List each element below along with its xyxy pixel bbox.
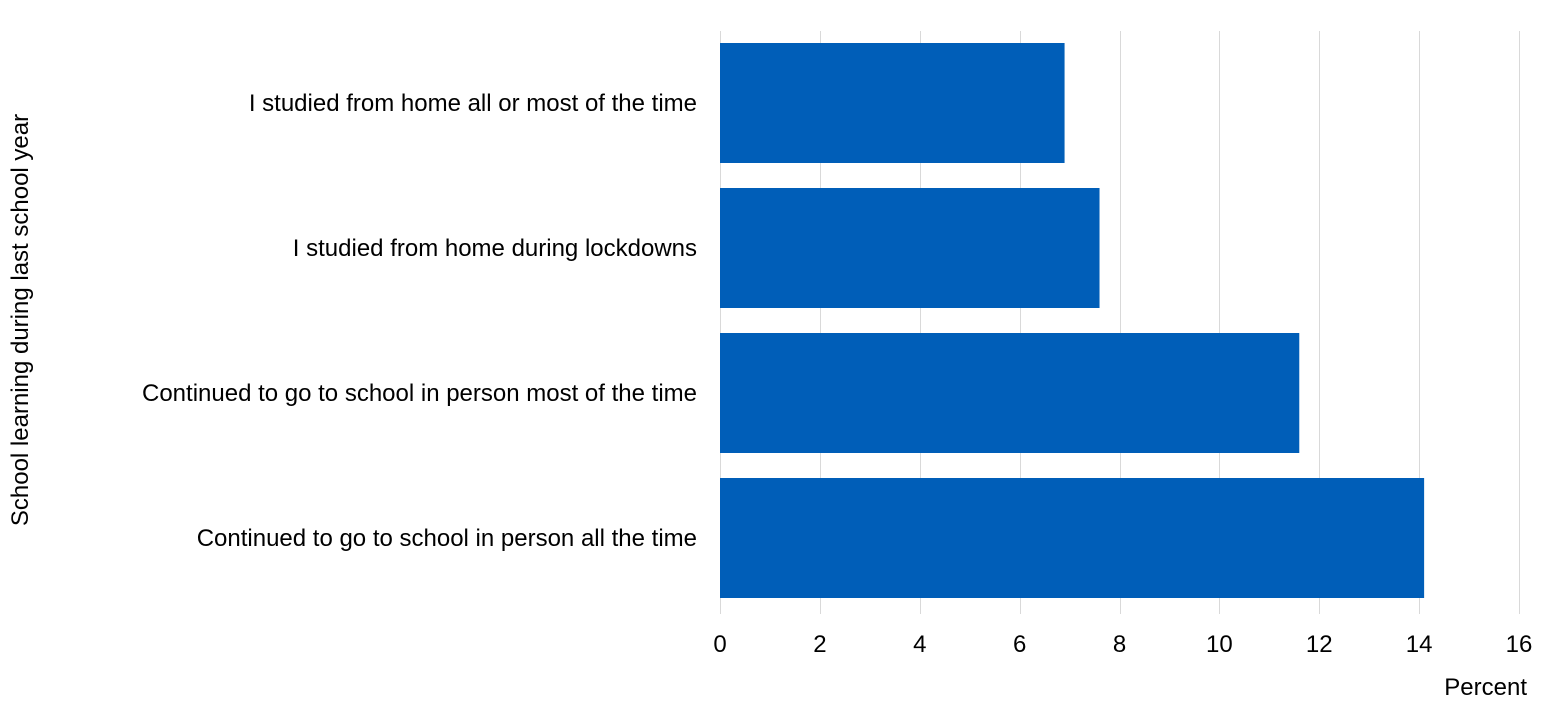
- x-axis-title: Percent: [1444, 674, 1527, 701]
- bar: [720, 43, 1065, 163]
- x-tick-label: 8: [1113, 631, 1126, 658]
- y-axis-title: School learning during last school year: [7, 114, 34, 526]
- x-tick-label: 0: [713, 631, 726, 658]
- x-tick-label: 12: [1306, 631, 1333, 658]
- x-tick-label: 14: [1406, 631, 1433, 658]
- x-tick-label: 16: [1506, 631, 1533, 658]
- bar: [720, 333, 1300, 453]
- bars: [720, 43, 1425, 598]
- category-label: Continued to go to school in person all …: [197, 525, 697, 552]
- bar: [720, 478, 1425, 598]
- bar: [720, 188, 1100, 308]
- x-tick-label: 2: [813, 631, 826, 658]
- x-tick-label: 10: [1206, 631, 1233, 658]
- category-label: Continued to go to school in person most…: [142, 380, 697, 407]
- category-label: I studied from home during lockdowns: [293, 235, 697, 262]
- y-axis-category-labels: I studied from home all or most of the t…: [142, 90, 697, 552]
- category-label: I studied from home all or most of the t…: [249, 90, 697, 117]
- x-axis-ticks: 0 2 4 6 8 10 12 14 16: [713, 598, 1532, 658]
- x-tick-label: 6: [1013, 631, 1026, 658]
- x-tick-label: 4: [913, 631, 926, 658]
